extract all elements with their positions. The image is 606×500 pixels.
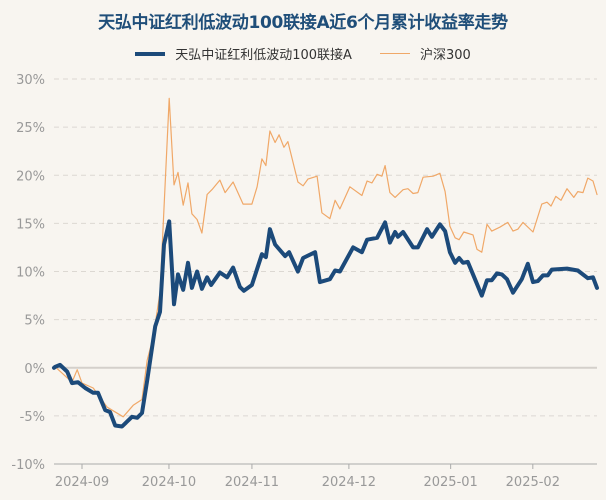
x-tick-label: 2025-01	[423, 475, 477, 490]
legend: 天弘中证红利低波动100联接A 沪深300	[0, 44, 606, 63]
legend-label-index: 沪深300	[419, 48, 471, 63]
series-line-csi300	[53, 97, 598, 418]
y-tick-label: -10%	[11, 458, 45, 473]
x-tick-label: 2024-10	[142, 475, 196, 490]
x-tick-label: 2025-02	[506, 475, 560, 490]
y-tick-label: 30%	[16, 73, 45, 88]
y-tick-label: 5%	[24, 314, 45, 329]
series-line-fund	[52, 219, 599, 429]
x-tick-label: 2024-11	[225, 475, 279, 490]
y-tick-label: 10%	[16, 266, 45, 281]
chart-title: 天弘中证红利低波动100联接A近6个月累计收益率走势	[98, 13, 508, 33]
legend-item-index[interactable]: 沪深300	[379, 44, 471, 63]
legend-swatch-index	[379, 53, 410, 54]
y-tick-label: 0%	[24, 362, 45, 377]
x-tick-label: 2024-09	[55, 475, 109, 490]
legend-item-fund[interactable]: 天弘中证红利低波动100联接A	[135, 44, 352, 63]
x-tick-label: 2024-12	[322, 475, 376, 490]
y-tick-label: 20%	[16, 169, 45, 184]
y-tick-label: -5%	[20, 410, 45, 425]
legend-label-fund: 天弘中证红利低波动100联接A	[175, 48, 352, 63]
y-tick-label: 15%	[16, 217, 45, 232]
legend-swatch-fund	[135, 51, 166, 56]
y-tick-label: 25%	[16, 121, 45, 136]
